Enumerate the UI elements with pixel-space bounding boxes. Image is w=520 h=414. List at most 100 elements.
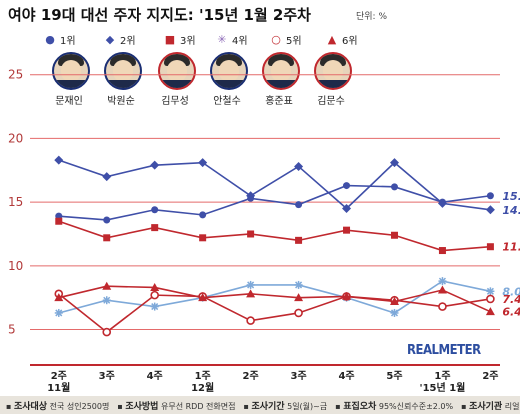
legend-rank-6: 6위 xyxy=(342,36,358,47)
data-point xyxy=(102,296,111,305)
brand-logo: REALMETER xyxy=(407,343,481,358)
data-point xyxy=(246,280,255,289)
legend-item-5: ○ 5위 xyxy=(270,32,302,47)
data-point xyxy=(150,302,159,311)
data-point xyxy=(389,158,399,168)
data-point xyxy=(438,198,446,206)
data-point xyxy=(485,205,495,215)
footer-item: ▪ 표집오차 95%신뢰수준±2.0% xyxy=(335,401,454,412)
x-tick-label: '15년 1월 xyxy=(420,381,466,394)
end-value-label: 11.5 xyxy=(502,241,520,254)
data-point xyxy=(342,204,352,213)
data-point xyxy=(486,294,495,304)
unit-label: 단위: % xyxy=(356,12,388,22)
footer-item: ▪ 조사방법 유무선 RDD 전화면접 xyxy=(117,401,236,412)
data-point xyxy=(294,161,304,171)
series-line xyxy=(58,159,491,211)
x-tick-label: 1주 xyxy=(195,370,211,382)
data-point xyxy=(54,308,63,317)
data-point xyxy=(390,183,398,191)
data-point xyxy=(343,182,351,190)
candidate-name: 김무성 xyxy=(161,96,189,107)
data-point xyxy=(486,287,495,296)
footer-item: ▪ 조사기관 리얼미터 xyxy=(461,401,520,412)
y-tick-label: 20 xyxy=(8,131,23,145)
data-point xyxy=(438,247,446,255)
candidate-name: 박원순 xyxy=(107,96,135,107)
legend-item-2: ◆ 2위 xyxy=(104,32,136,47)
x-tick-label: 4주 xyxy=(338,370,354,382)
candidate-portraits xyxy=(0,52,520,104)
data-point xyxy=(151,224,159,232)
data-point xyxy=(294,280,303,289)
end-value-label: 15.5 xyxy=(502,190,520,203)
legend-marker-circle-open-icon: ○ xyxy=(271,32,281,46)
series-line xyxy=(58,293,491,334)
data-point xyxy=(390,308,399,317)
data-point xyxy=(342,291,352,300)
portrait-avatar xyxy=(52,52,90,90)
data-point xyxy=(103,234,111,242)
x-tick-label: 1주 xyxy=(434,370,450,382)
x-tick-label: 3주 xyxy=(290,370,306,382)
series-line xyxy=(58,280,491,314)
data-point xyxy=(199,211,207,219)
footer-item: ▪ 조사대상 전국 성인2500명 xyxy=(6,401,110,412)
data-point xyxy=(343,226,351,234)
legend-rank-1: 1위 xyxy=(60,36,76,47)
data-point xyxy=(247,230,255,238)
data-point xyxy=(246,316,255,325)
data-point xyxy=(485,307,495,316)
x-tick-label: 12월 xyxy=(191,382,214,394)
data-point xyxy=(389,296,399,305)
data-point xyxy=(151,206,159,214)
data-point xyxy=(295,236,303,244)
legend-rank-4: 4위 xyxy=(232,36,248,47)
candidate-name: 홍준표 xyxy=(265,96,293,107)
data-point xyxy=(103,216,111,224)
legend-item-1: ● 1위 xyxy=(44,32,76,47)
legend-rank-2: 2위 xyxy=(120,36,136,47)
candidate-name: 문재인 xyxy=(55,96,83,107)
legend-marker-diamond-icon: ◆ xyxy=(105,32,115,46)
legend-marker-circle-filled-icon: ● xyxy=(45,32,55,46)
data-point xyxy=(390,231,398,239)
data-point xyxy=(199,234,207,242)
data-point xyxy=(247,194,255,202)
x-tick-label: 4주 xyxy=(147,370,163,382)
x-tick-label: 11월 xyxy=(47,382,70,394)
data-point xyxy=(102,172,112,182)
data-point xyxy=(198,158,208,168)
data-point xyxy=(150,290,159,300)
x-tick-label: 2주 xyxy=(51,370,67,382)
data-point xyxy=(294,293,304,302)
portrait-avatar xyxy=(262,52,300,90)
legend-item-4: ✳ 4위 xyxy=(216,32,248,47)
end-value-label: 14.4 xyxy=(502,204,520,217)
series-line xyxy=(58,184,491,221)
portrait-avatar xyxy=(314,52,352,90)
end-value-label: 6.4 xyxy=(502,306,520,319)
y-tick-label: 5 xyxy=(8,323,16,337)
survey-footer: ▪ 조사대상 전국 성인2500명 ▪ 조사방법 유무선 RDD 전화면접 ▪ … xyxy=(0,396,520,414)
candidate-name: 김문수 xyxy=(317,96,345,107)
x-tick-label: 3주 xyxy=(99,370,115,382)
x-tick-label: 2주 xyxy=(243,370,259,382)
data-point xyxy=(438,302,447,311)
portrait-avatar xyxy=(210,52,248,90)
data-point xyxy=(102,327,112,337)
chart-title: 여야 19대 대선 주자 지지도: '15년 1월 2주차 xyxy=(8,6,311,24)
legend-rank-3: 3위 xyxy=(180,36,196,47)
x-tick-label: 5주 xyxy=(386,370,402,382)
y-tick-label: 25 xyxy=(8,68,23,82)
x-tick-label: 2주 xyxy=(482,370,498,382)
series-line xyxy=(58,285,491,313)
data-point xyxy=(54,155,64,165)
legend-rank-5: 5위 xyxy=(286,36,302,47)
legend-marker-asterisk-icon: ✳ xyxy=(217,32,227,46)
data-point xyxy=(246,289,256,298)
portrait-avatar xyxy=(104,52,142,90)
y-tick-label: 10 xyxy=(8,259,23,273)
